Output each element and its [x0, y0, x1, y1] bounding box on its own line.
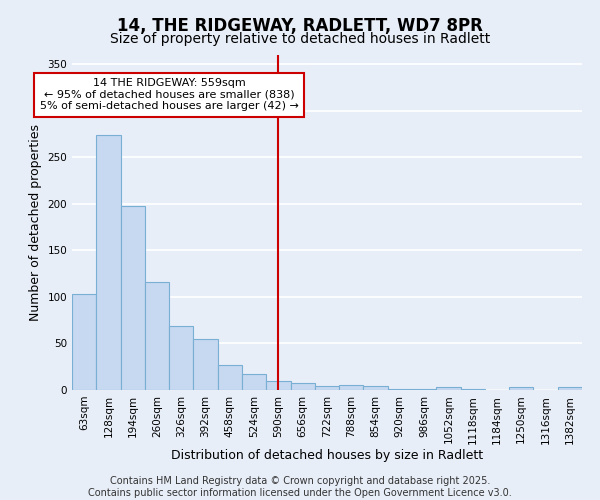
- Bar: [558, 387, 582, 390]
- Bar: [96, 135, 121, 390]
- Bar: [169, 326, 193, 390]
- Bar: [72, 294, 96, 390]
- Bar: [339, 386, 364, 390]
- Bar: [436, 387, 461, 390]
- Bar: [315, 386, 339, 390]
- Text: Size of property relative to detached houses in Radlett: Size of property relative to detached ho…: [110, 32, 490, 46]
- Bar: [218, 365, 242, 390]
- Bar: [461, 389, 485, 390]
- Bar: [290, 382, 315, 390]
- Bar: [364, 386, 388, 390]
- Bar: [266, 380, 290, 390]
- X-axis label: Distribution of detached houses by size in Radlett: Distribution of detached houses by size …: [171, 449, 483, 462]
- Y-axis label: Number of detached properties: Number of detached properties: [29, 124, 42, 321]
- Bar: [193, 339, 218, 390]
- Text: Contains HM Land Registry data © Crown copyright and database right 2025.
Contai: Contains HM Land Registry data © Crown c…: [88, 476, 512, 498]
- Bar: [388, 389, 412, 390]
- Bar: [121, 206, 145, 390]
- Text: 14 THE RIDGEWAY: 559sqm
← 95% of detached houses are smaller (838)
5% of semi-de: 14 THE RIDGEWAY: 559sqm ← 95% of detache…: [40, 78, 299, 112]
- Text: 14, THE RIDGEWAY, RADLETT, WD7 8PR: 14, THE RIDGEWAY, RADLETT, WD7 8PR: [117, 18, 483, 36]
- Bar: [412, 389, 436, 390]
- Bar: [242, 374, 266, 390]
- Bar: [509, 387, 533, 390]
- Bar: [145, 282, 169, 390]
